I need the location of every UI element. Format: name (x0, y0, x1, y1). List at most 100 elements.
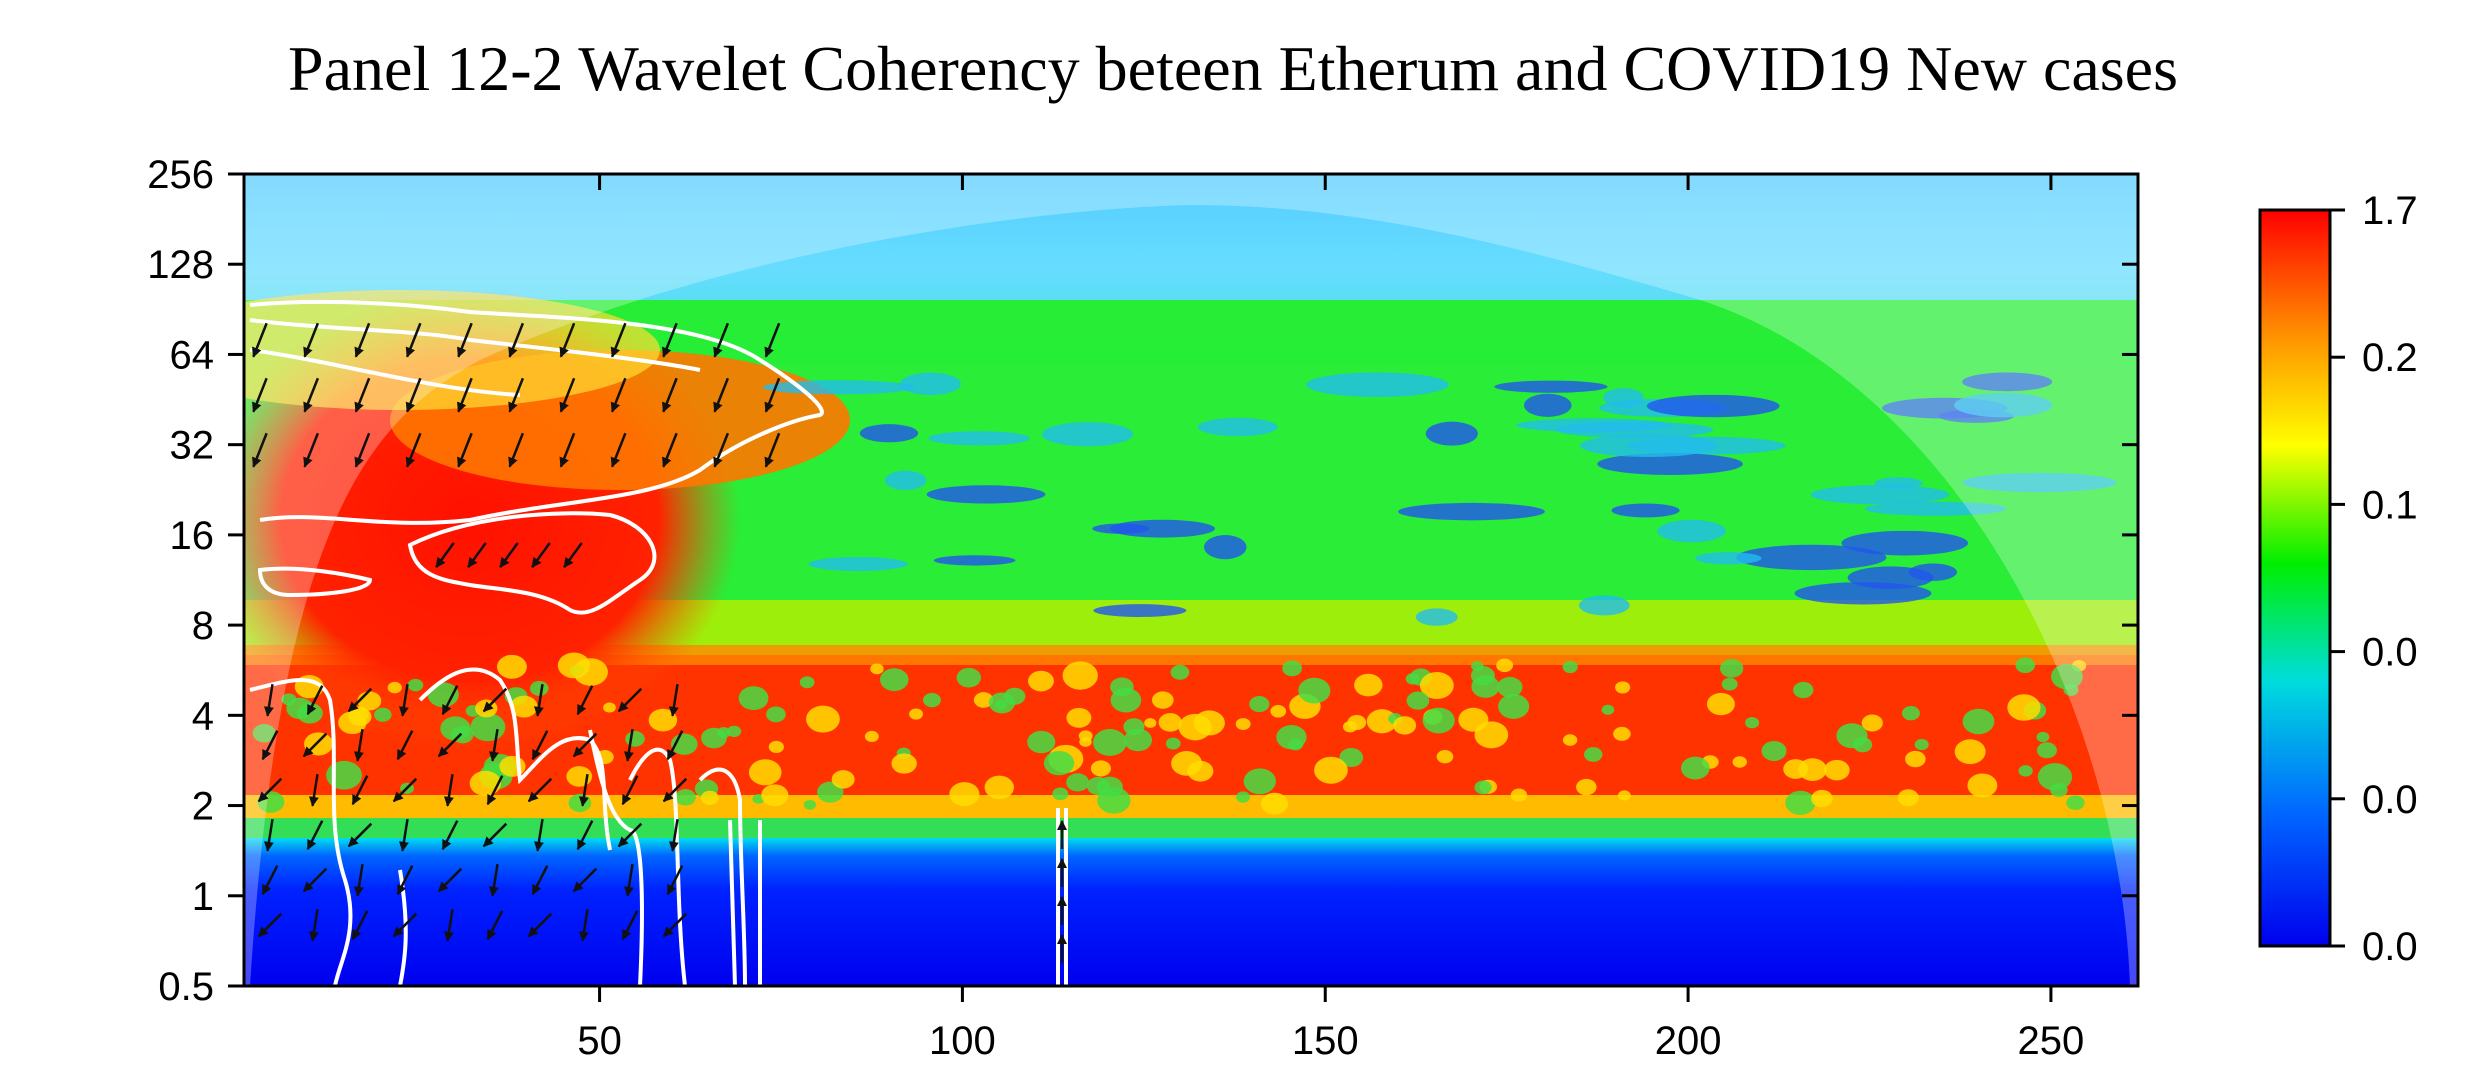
phase-arrow (441, 820, 459, 851)
phase-arrow (508, 377, 525, 413)
texture-spot (1967, 773, 1998, 798)
texture-spot (1471, 661, 1484, 672)
texture-spot (1354, 673, 1383, 697)
phase-arrow (666, 865, 684, 896)
phase-arrow (353, 729, 364, 762)
heatmap-early-yellow-blob (244, 290, 660, 410)
texture-spot (831, 770, 855, 789)
phase-arrow (354, 377, 371, 413)
texture-streak (900, 372, 961, 395)
texture-streak (1109, 519, 1215, 538)
texture-streak (1093, 604, 1187, 617)
x-axis: 50 100 150 200 250 (577, 174, 2084, 1063)
cone-of-influence-shade (244, 174, 2138, 986)
phase-arrow (467, 542, 487, 568)
texture-spot (2051, 663, 2083, 690)
texture-spot (1243, 768, 1276, 795)
texture-spot (1066, 773, 1090, 792)
x-tick-label: 100 (929, 1019, 996, 1063)
texture-streak (1954, 393, 2053, 418)
phase-arrow (610, 377, 627, 413)
texture-spot (1282, 660, 1303, 677)
texture-spot (1496, 658, 1514, 673)
texture-spot (1187, 760, 1214, 782)
texture-streak (1611, 503, 1680, 518)
phase-arrow (508, 432, 525, 468)
phase-arrow (308, 774, 319, 807)
texture-spot (2015, 657, 2036, 674)
texture-spot (1785, 790, 1816, 815)
texture-spot (281, 693, 297, 706)
texture-streak (1657, 519, 1726, 543)
phase-arrow (617, 822, 643, 848)
phase-arrow (527, 777, 553, 803)
phase-arrow (617, 687, 643, 713)
texture-spot (2037, 763, 2073, 791)
texture-spot (1474, 780, 1492, 795)
texture-spot (1249, 695, 1270, 713)
plot-border (242, 172, 2140, 988)
colorbar-tick-label: 0.1 (2362, 483, 2418, 527)
texture-spot (949, 782, 980, 807)
phase-arrow (405, 432, 422, 468)
y-tick-label: 0.5 (158, 965, 214, 1009)
texture-spot (1419, 671, 1454, 700)
texture-spot (1798, 758, 1827, 781)
phase-arrow (302, 732, 328, 758)
phase-arrow (392, 777, 418, 803)
phase-arrow (398, 819, 409, 852)
x-tick-label: 250 (2018, 1019, 2085, 1063)
texture-spot (469, 770, 502, 796)
phase-arrow (508, 322, 525, 358)
texture-spot (799, 676, 815, 689)
texture-streak (1041, 422, 1134, 447)
texture-spot (1422, 707, 1455, 734)
texture-spot (675, 789, 696, 806)
texture-spot (1144, 718, 1157, 728)
texture-spot (1510, 788, 1528, 802)
texture-spot (870, 663, 884, 675)
texture-streak (1597, 453, 1743, 475)
phase-arrow (559, 377, 576, 413)
heatmap-low-band (244, 838, 2138, 986)
texture-spot (768, 740, 784, 754)
texture-spot (1458, 707, 1489, 732)
texture-streak (1578, 595, 1630, 616)
texture-spot (1093, 729, 1127, 756)
texture-streak (1197, 417, 1278, 437)
phase-arrow (621, 775, 639, 806)
texture-spot (1897, 789, 1919, 807)
texture-spot (1170, 664, 1190, 680)
colorbar-ticks: 1.7 0.2 0.1 0.0 0.0 0.0 (2330, 189, 2418, 969)
texture-spot (1745, 717, 1760, 729)
texture-spot (700, 790, 719, 805)
texture-spot (1761, 741, 1787, 761)
texture-spot (1062, 661, 1098, 690)
texture-spot (1720, 659, 1744, 678)
phase-arrow (578, 909, 589, 942)
texture-spot (1339, 748, 1364, 768)
phase-arrow (563, 542, 583, 568)
x-tick-label: 200 (1655, 1019, 1722, 1063)
texture-spot (1406, 691, 1430, 710)
texture-spot (864, 730, 879, 743)
phase-arrow (261, 730, 279, 761)
phase-arrow (527, 912, 553, 938)
texture-streak (1494, 380, 1608, 393)
texture-spot (470, 713, 506, 742)
y-tick-label: 64 (170, 333, 215, 377)
texture-spot (923, 692, 941, 708)
texture-spot (357, 691, 382, 711)
phase-arrow (610, 322, 627, 358)
texture-spot (1497, 676, 1523, 698)
texture-spot (1562, 660, 1578, 674)
texture-spot (2036, 731, 2050, 743)
phase-arrow (764, 432, 781, 468)
texture-spot (499, 755, 526, 777)
texture-spot (2007, 694, 2041, 721)
texture-spot (1721, 677, 1738, 691)
texture-spot (1066, 707, 1092, 728)
texture-streak (1794, 582, 1932, 605)
texture-spot (1086, 776, 1110, 795)
texture-spot (1601, 704, 1615, 715)
